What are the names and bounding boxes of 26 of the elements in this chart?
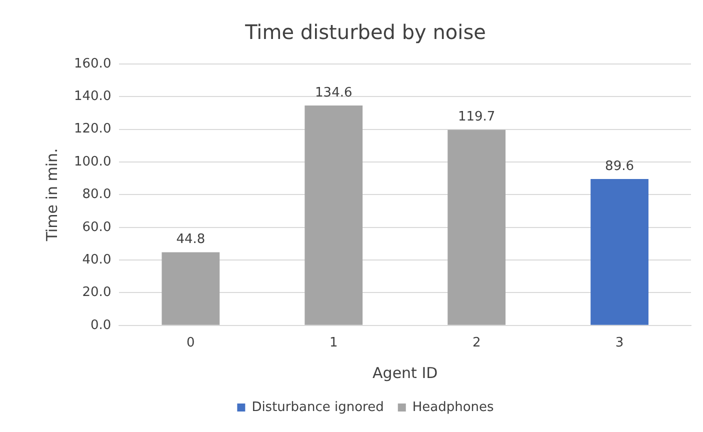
y-axis-title: Time in min.	[42, 148, 61, 242]
y-tick-label: 100.0	[74, 154, 112, 170]
y-tick-label: 20.0	[82, 285, 112, 300]
x-tick-label: 3	[615, 336, 624, 351]
data-label: 89.6	[605, 158, 634, 174]
chart-title: Time disturbed by noise	[244, 20, 486, 44]
data-label: 119.7	[458, 110, 496, 125]
bar	[590, 179, 648, 325]
y-tick-label: 60.0	[82, 220, 112, 235]
data-label: 134.6	[315, 85, 352, 100]
x-tick-label: 2	[472, 336, 481, 351]
y-tick-label: 40.0	[82, 252, 112, 268]
bar	[304, 106, 363, 325]
data-label: 44.8	[176, 232, 206, 248]
y-tick-label: 120.0	[74, 122, 112, 137]
bar	[162, 252, 220, 325]
x-axis-title: Agent ID	[372, 364, 438, 382]
legend-label: Headphones	[412, 400, 494, 415]
x-tick-label: 1	[329, 336, 338, 351]
y-tick-label: 80.0	[82, 187, 112, 202]
y-tick-label: 160.0	[74, 56, 112, 72]
legend-label: Disturbance ignored	[252, 400, 384, 415]
y-tick-label: 140.0	[74, 89, 112, 104]
bar	[448, 130, 506, 325]
y-tick-label: 0.0	[90, 318, 112, 333]
x-tick-label: 0	[186, 336, 195, 351]
